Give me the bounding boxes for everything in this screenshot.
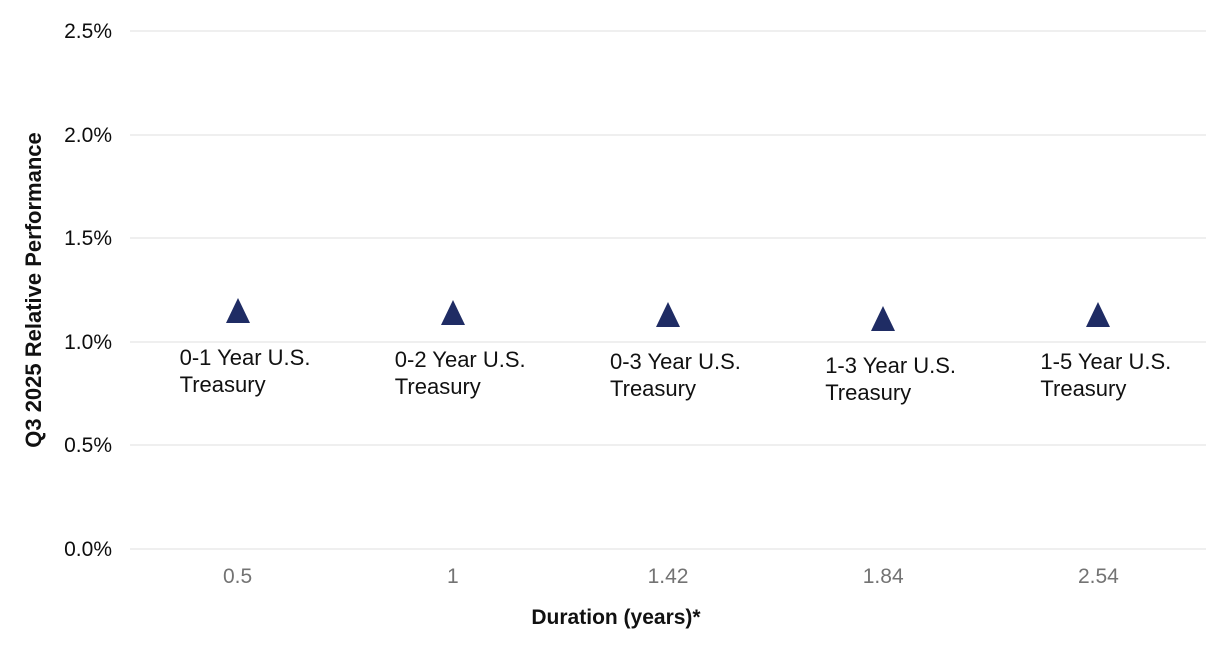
y-axis-title: Q3 2025 Relative Performance <box>21 132 46 448</box>
data-point-label: 1-5 Year U.S. Treasury <box>1040 348 1172 401</box>
x-tick-label: 1.84 <box>862 565 904 588</box>
y-tick-label: 0.5% <box>64 434 112 458</box>
gridline-2.5% <box>130 30 1206 32</box>
x-tick-label: 2.54 <box>1077 565 1119 588</box>
x-tick-label: 1 <box>446 565 459 588</box>
gridline-0.5% <box>130 444 1206 447</box>
data-point-label: 1-3 Year U.S. Treasury <box>825 353 957 405</box>
y-tick-label: 0.0% <box>64 538 112 561</box>
data-point-marker <box>1086 301 1111 327</box>
data-point-marker <box>225 297 250 323</box>
x-tick-label: 0.5 <box>222 565 253 588</box>
gridline-2.0% <box>130 133 1206 136</box>
y-tick-label: 1.5% <box>64 227 112 251</box>
gridline-1.0% <box>130 340 1206 343</box>
y-tick-label: 1.0% <box>64 330 112 354</box>
data-point-marker <box>440 299 465 325</box>
y-tick-label: 2.0% <box>64 123 112 147</box>
data-point-label: 0-2 Year U.S. Treasury <box>394 346 526 399</box>
data-point-label: 0-3 Year U.S. Treasury <box>610 348 741 401</box>
data-point-marker <box>871 306 896 331</box>
x-axis-title: Duration (years)* <box>531 606 701 629</box>
gridline-1.5% <box>130 237 1206 240</box>
data-point-marker <box>656 301 680 327</box>
x-tick-label: 1.42 <box>647 565 689 588</box>
data-point-label: 0-1 Year U.S. Treasury <box>179 344 311 397</box>
gridline-0.0% <box>130 548 1206 550</box>
y-tick-label: 2.5% <box>64 20 112 43</box>
